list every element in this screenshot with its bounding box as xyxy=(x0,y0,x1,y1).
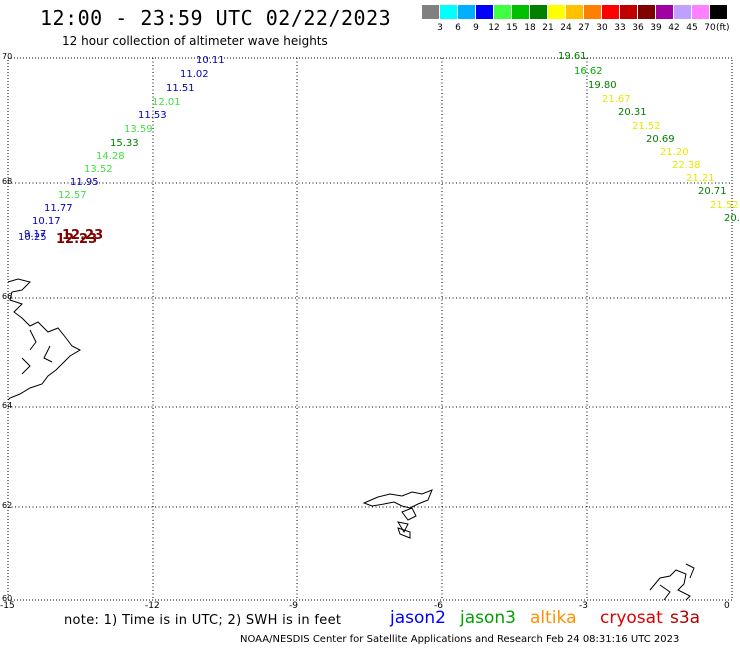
wave-height-label: 11.02 xyxy=(180,69,209,80)
wave-height-label: 20.71 xyxy=(698,186,727,197)
legend-swatch xyxy=(476,5,494,19)
wave-height-label: 21.20 xyxy=(660,147,689,158)
faroe-islands xyxy=(362,489,433,509)
legend-label: 21 xyxy=(542,23,554,33)
wave-height-label: 21.52 xyxy=(632,121,661,132)
legend-swatch xyxy=(548,5,566,19)
faroe-islet-2 xyxy=(396,521,409,534)
legend-swatch xyxy=(566,5,584,19)
legend-swatch xyxy=(494,5,512,19)
wave-height-label: 20. xyxy=(724,213,740,224)
longitude-label: 0 xyxy=(724,601,730,611)
wave-height-label: 13.59 xyxy=(124,124,153,135)
satellite-name: cryosat xyxy=(600,608,663,628)
shetland-islands xyxy=(649,563,695,601)
wave-height-label: 16.62 xyxy=(574,66,603,77)
wave-height-label: 9.17 xyxy=(24,229,47,240)
legend-swatch xyxy=(692,5,710,19)
legend-swatch xyxy=(620,5,638,19)
legend-swatch xyxy=(710,5,728,19)
wave-height-label: 13.52 xyxy=(84,164,113,175)
faroe-islet-1 xyxy=(401,507,417,521)
wave-height-label: 11.77 xyxy=(44,203,73,214)
legend-label: 6 xyxy=(455,23,461,33)
iceland-fjord-2 xyxy=(43,345,53,363)
wave-height-label: 10.25 xyxy=(18,232,47,243)
legend-label: 30 xyxy=(596,23,608,33)
map-title: 12:00 - 23:59 UTC 02/22/2023 xyxy=(40,6,392,30)
credit-line: NOAA/NESDIS Center for Satellite Applica… xyxy=(240,634,680,645)
wave-height-label: 12.01 xyxy=(152,97,181,108)
iceland-fjord-1 xyxy=(29,329,37,351)
legend-label: 70 xyxy=(704,23,716,33)
graticule xyxy=(8,58,732,600)
legend-label: 18 xyxy=(524,23,536,33)
latitude-label: 64 xyxy=(2,401,13,410)
wave-height-label: 21.21 xyxy=(686,173,715,184)
latitude-label: 62 xyxy=(2,501,13,510)
legend-label: 27 xyxy=(578,23,590,33)
satellite-name: jason2 xyxy=(390,608,446,628)
latitude-label: 66 xyxy=(2,292,13,301)
legend-label: 42 xyxy=(668,23,680,33)
wave-height-label: 11.51 xyxy=(166,83,195,94)
legend-swatch xyxy=(458,5,476,19)
legend-label: 24 xyxy=(560,23,572,33)
coastlines xyxy=(7,278,695,601)
wave-height-label: 11.95 xyxy=(70,177,99,188)
legend-swatch xyxy=(530,5,548,19)
legend-label: 33 xyxy=(614,23,626,33)
legend-label: 45 xyxy=(686,23,698,33)
wave-height-label: 21.67 xyxy=(602,94,631,105)
wave-height-label: 12.23 xyxy=(62,228,104,243)
iceland-fjord-3 xyxy=(21,357,31,375)
longitude-label: -6 xyxy=(434,601,443,611)
wave-height-label: 11.53 xyxy=(138,110,167,121)
latitude-label: 60 xyxy=(2,594,13,603)
satellite-name: altika xyxy=(530,608,577,628)
legend-label: 36 xyxy=(632,23,644,33)
satellite-name: jason3 xyxy=(460,608,516,628)
wave-height-label: 19.80 xyxy=(588,80,617,91)
latitude-label: 68 xyxy=(2,177,13,186)
legend-swatch xyxy=(638,5,656,19)
legend-label: 3 xyxy=(437,23,443,33)
wave-height-label: 12.23 xyxy=(56,232,98,247)
longitude-label: -12 xyxy=(145,601,160,611)
wave-height-label: 19.61 xyxy=(558,51,587,62)
faroe-islet-3 xyxy=(397,527,411,539)
footnote: note: 1) Time is in UTC; 2) SWH is in fe… xyxy=(64,613,342,628)
legend-swatch xyxy=(656,5,674,19)
legend-label: 15 xyxy=(506,23,518,33)
wave-height-label: 14.28 xyxy=(96,151,125,162)
wave-height-label: 10.11 xyxy=(196,55,225,66)
legend-swatch xyxy=(674,5,692,19)
legend-swatch xyxy=(512,5,530,19)
legend-unit: (ft) xyxy=(716,23,730,33)
wave-height-label: 12.57 xyxy=(58,190,87,201)
legend-swatch xyxy=(422,5,440,19)
iceland-coast xyxy=(7,278,82,401)
legend-label: 12 xyxy=(488,23,500,33)
legend-label: 9 xyxy=(473,23,479,33)
wave-height-label: 20.31 xyxy=(618,107,647,118)
longitude-label: -9 xyxy=(289,601,298,611)
legend-swatch xyxy=(440,5,458,19)
map-subtitle: 12 hour collection of altimeter wave hei… xyxy=(62,34,328,48)
satellite-name: s3a xyxy=(670,608,701,628)
wave-height-label: 10.17 xyxy=(32,216,61,227)
wave-height-label: 20.69 xyxy=(646,134,675,145)
wave-height-label: 15.33 xyxy=(110,138,139,149)
legend-swatch xyxy=(602,5,620,19)
longitude-label: -3 xyxy=(579,601,588,611)
latitude-label: 70 xyxy=(2,52,13,61)
legend-label: 39 xyxy=(650,23,662,33)
longitude-label: -15 xyxy=(0,601,15,611)
legend-swatch xyxy=(584,5,602,19)
wave-height-label: 22.38 xyxy=(672,160,701,171)
wave-height-label: 21.52 xyxy=(710,200,739,211)
